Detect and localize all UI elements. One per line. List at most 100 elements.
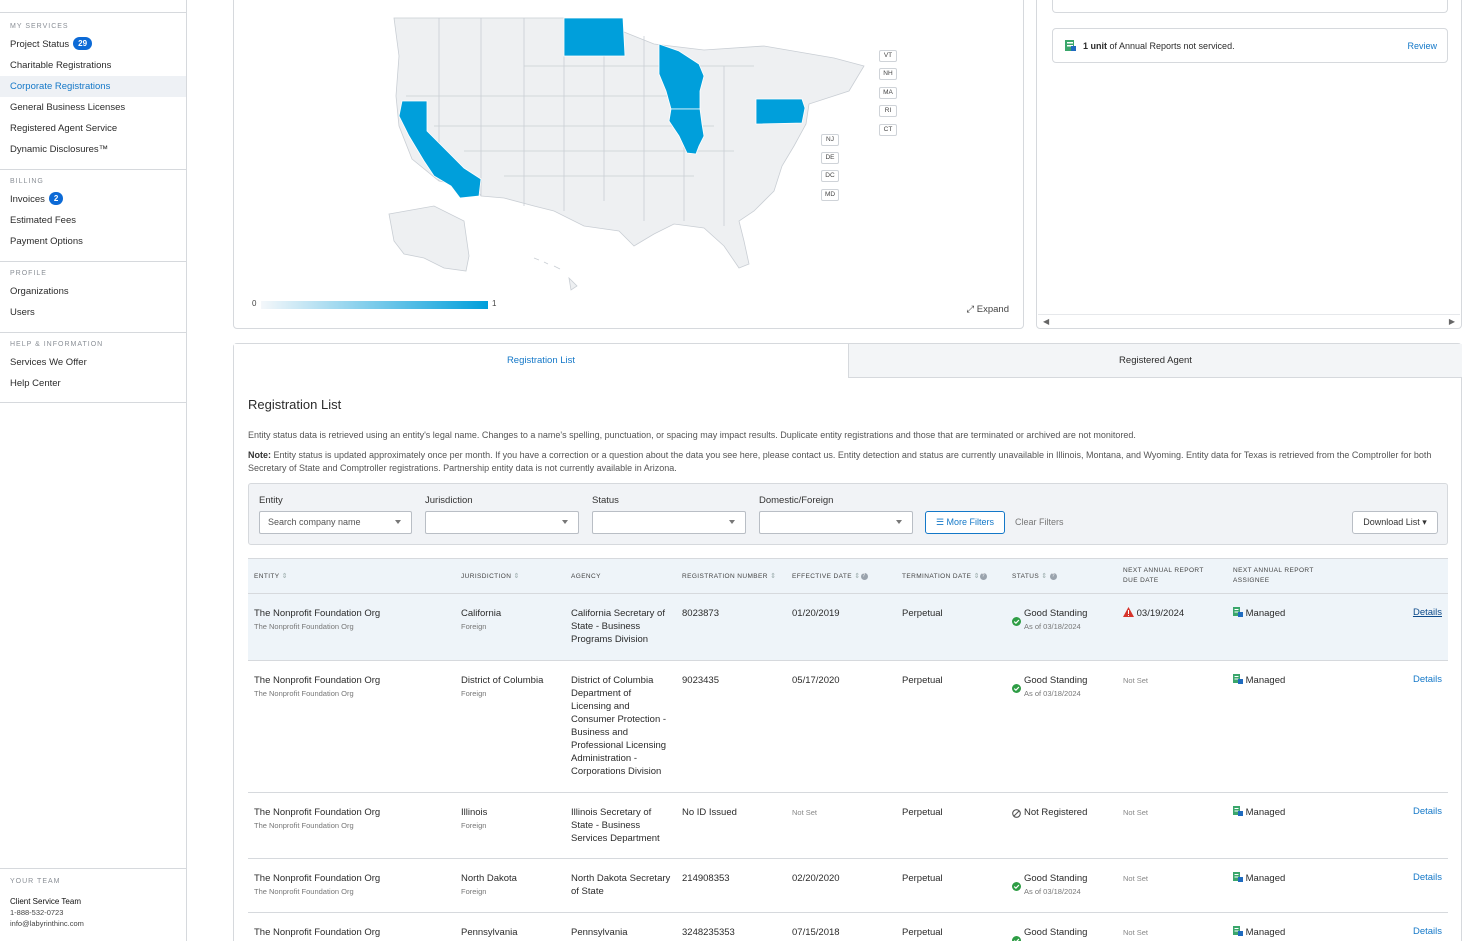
not-registered-icon — [1012, 809, 1021, 818]
sidebar-item-estimated-fees[interactable]: Estimated Fees — [10, 215, 76, 226]
col-label: DUE DATE — [1123, 577, 1159, 584]
due-date-cell: Not Set — [1123, 808, 1149, 817]
check-circle-icon — [1012, 936, 1021, 941]
sidebar-item-invoices[interactable]: Invoices 2 — [0, 189, 186, 210]
review-link[interactable]: Review — [1407, 41, 1437, 51]
more-filters-button[interactable]: ☰ More Filters — [925, 511, 1005, 534]
col-entity[interactable]: ENTITY ⇕ — [254, 572, 288, 582]
effective-date-cell: 01/20/2019 — [792, 608, 840, 619]
registration-number-cell: No ID Issued — [682, 807, 737, 818]
details-link[interactable]: Details — [1412, 607, 1442, 618]
sort-icon: ⇕ — [513, 573, 520, 580]
col-jurisdiction[interactable]: JURISDICTION ⇕ — [461, 572, 520, 582]
clear-filters-button[interactable]: Clear Filters — [1015, 517, 1064, 527]
state-label-dc[interactable]: DC — [821, 170, 839, 182]
effective-date-cell: 02/20/2020 — [792, 873, 840, 884]
table-row[interactable]: The Nonprofit Foundation Org The Nonprofi… — [248, 661, 1448, 793]
sidebar-item-payment-options[interactable]: Payment Options — [10, 236, 83, 247]
status-select[interactable] — [592, 511, 746, 534]
col-label: ASSIGNEE — [1233, 577, 1270, 584]
table-row[interactable]: The Nonprofit Foundation Org The Nonprofi… — [248, 594, 1448, 661]
state-label-ri[interactable]: RI — [879, 105, 897, 117]
jurisdiction-select[interactable] — [425, 511, 579, 534]
col-label: NEXT ANNUAL REPORT — [1233, 567, 1314, 574]
help-icon[interactable]: ? — [860, 572, 868, 580]
table-row[interactable]: The Nonprofit Foundation Org The Nonprofi… — [248, 793, 1448, 859]
table-row[interactable]: The Nonprofit Foundation Org The Nonprofi… — [248, 859, 1448, 913]
entity-search-select[interactable]: Search company name — [259, 511, 412, 534]
details-link[interactable]: Details — [1412, 806, 1442, 817]
download-list-button[interactable]: Download List ▾ — [1352, 511, 1438, 534]
chevron-down-icon — [896, 520, 902, 524]
team-email[interactable]: info@labyrinthinc.com — [10, 919, 84, 928]
details-link[interactable]: Details — [1412, 926, 1442, 937]
sidebar-divider — [0, 169, 186, 170]
sidebar-item-general-business-licenses[interactable]: General Business Licenses — [10, 102, 126, 113]
table-header: ENTITY ⇕ JURISDICTION ⇕ AGENCY REGISTRAT… — [248, 558, 1448, 594]
check-circle-icon — [1012, 617, 1021, 626]
domestic-foreign-select[interactable] — [759, 511, 913, 534]
entity-name: The Nonprofit Foundation Org — [254, 873, 381, 884]
jurisdiction-name: California — [461, 608, 502, 619]
expand-button[interactable]: ⤢ Expand — [967, 304, 1009, 315]
sidebar-item-charitable-registrations[interactable]: Charitable Registrations — [10, 60, 112, 71]
help-icon[interactable]: ? — [979, 572, 987, 580]
horizontal-scrollbar[interactable]: ◀ ▶ — [1038, 314, 1460, 328]
entity-legal-name: The Nonprofit Foundation Org — [254, 887, 354, 896]
effective-date-cell: 07/15/2018 — [792, 927, 840, 938]
status-text: Good Standing — [1024, 675, 1088, 686]
chevron-down-icon — [395, 520, 401, 524]
col-effective-date[interactable]: EFFECTIVE DATE ⇕? — [792, 572, 868, 582]
termination-date-cell: Perpetual — [902, 675, 943, 686]
map-state-california — [398, 100, 482, 199]
scroll-right-icon[interactable]: ▶ — [1448, 317, 1455, 326]
sidebar-item-corporate-registrations[interactable]: Corporate Registrations — [0, 76, 186, 97]
state-label-ma[interactable]: MA — [879, 87, 897, 99]
sidebar-item-organizations[interactable]: Organizations — [10, 286, 69, 297]
download-label: Download List — [1363, 517, 1420, 527]
sidebar-divider — [0, 12, 186, 13]
managed-icon — [1233, 806, 1243, 816]
details-link[interactable]: Details — [1412, 674, 1442, 685]
sidebar-item-registered-agent-service[interactable]: Registered Agent Service — [10, 123, 118, 134]
assignee-cell: Managed — [1233, 926, 1285, 939]
table-row[interactable]: The Nonprofit Foundation Org Pennsylvani… — [248, 913, 1448, 941]
status-cell: Good Standing As of 03/18/2024 — [1012, 674, 1117, 701]
status-text: Good Standing — [1024, 873, 1088, 884]
termination-date-cell: Perpetual — [902, 608, 943, 619]
sidebar-section-title: BILLING — [10, 178, 44, 185]
entity-name: The Nonprofit Foundation Org — [254, 927, 381, 938]
tab-registration-list[interactable]: Registration List — [234, 344, 848, 378]
state-label-de[interactable]: DE — [821, 152, 839, 164]
col-agency: AGENCY — [571, 573, 601, 580]
sidebar-item-users[interactable]: Users — [10, 307, 35, 318]
more-filters-label: More Filters — [946, 517, 995, 527]
status-text: Good Standing — [1024, 608, 1088, 619]
sidebar-item-dynamic-disclosures[interactable]: Dynamic Disclosures™ — [10, 144, 109, 155]
state-label-nh[interactable]: NH — [879, 68, 897, 80]
help-icon[interactable]: ? — [1049, 572, 1057, 580]
us-map — [388, 17, 865, 291]
col-termination-date[interactable]: TERMINATION DATE ⇕? — [902, 572, 987, 582]
jurisdiction-cell: Pennsylvania — [461, 926, 518, 939]
details-link[interactable]: Details — [1412, 872, 1442, 883]
sidebar-item-label: Invoices — [10, 194, 45, 205]
tab-registered-agent[interactable]: Registered Agent — [848, 344, 1462, 378]
team-phone[interactable]: 1-888-532-0723 — [10, 908, 64, 917]
state-label-vt[interactable]: VT — [879, 50, 897, 62]
sidebar-item-services-we-offer[interactable]: Services We Offer — [10, 357, 87, 368]
sidebar-section-title: PROFILE — [10, 270, 47, 277]
sidebar-item-help-center[interactable]: Help Center — [10, 378, 61, 389]
page-title: Registration List — [248, 397, 342, 412]
state-label-ct[interactable]: CT — [879, 124, 897, 136]
scroll-left-icon[interactable]: ◀ — [1043, 317, 1050, 326]
sidebar-item-project-status[interactable]: Project Status 29 — [0, 34, 186, 55]
entity-cell: The Nonprofit Foundation Org The Nonprofi… — [254, 872, 454, 899]
col-registration-number[interactable]: REGISTRATION NUMBER ⇕ — [682, 572, 776, 582]
description: Entity status data is retrieved using an… — [248, 430, 1136, 440]
alert-item: 1 unit of Annual Reports not serviced. R… — [1052, 28, 1448, 63]
state-label-nj[interactable]: NJ — [821, 134, 839, 146]
col-status[interactable]: STATUS ⇕ ? — [1012, 572, 1057, 582]
map-state-wisconsin — [658, 43, 705, 110]
state-label-md[interactable]: MD — [821, 189, 839, 201]
